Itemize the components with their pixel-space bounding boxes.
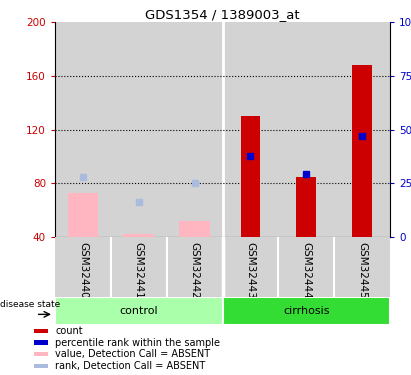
- Title: GDS1354 / 1389003_at: GDS1354 / 1389003_at: [145, 8, 300, 21]
- Bar: [111, 237, 167, 297]
- Bar: [34, 364, 48, 368]
- Text: disease state: disease state: [0, 300, 60, 309]
- Text: GSM32444: GSM32444: [301, 242, 311, 298]
- Bar: [55, 237, 111, 297]
- Bar: [278, 22, 334, 237]
- Text: control: control: [120, 306, 158, 316]
- Text: GSM32442: GSM32442: [189, 242, 200, 298]
- Bar: [55, 22, 111, 237]
- Bar: [167, 22, 222, 237]
- Text: cirrhosis: cirrhosis: [283, 306, 330, 316]
- Bar: [34, 340, 48, 345]
- Bar: [34, 352, 48, 356]
- Bar: [55, 297, 222, 325]
- Bar: [167, 237, 222, 297]
- Bar: [222, 297, 390, 325]
- Bar: [278, 237, 334, 297]
- Text: rank, Detection Call = ABSENT: rank, Detection Call = ABSENT: [55, 361, 206, 371]
- Bar: [334, 22, 390, 237]
- Bar: [179, 221, 210, 237]
- Text: GSM32445: GSM32445: [357, 242, 367, 298]
- Bar: [352, 65, 372, 237]
- Bar: [241, 116, 260, 237]
- Text: GSM32441: GSM32441: [134, 242, 144, 298]
- Bar: [334, 237, 390, 297]
- Text: GSM32443: GSM32443: [245, 242, 255, 298]
- Bar: [67, 193, 98, 237]
- Bar: [296, 177, 316, 237]
- Bar: [222, 22, 278, 237]
- Bar: [111, 22, 167, 237]
- Bar: [123, 234, 154, 237]
- Bar: [222, 237, 278, 297]
- Text: count: count: [55, 326, 83, 336]
- Bar: [34, 329, 48, 333]
- Text: GSM32440: GSM32440: [78, 242, 88, 298]
- Text: value, Detection Call = ABSENT: value, Detection Call = ABSENT: [55, 349, 210, 359]
- Text: percentile rank within the sample: percentile rank within the sample: [55, 338, 220, 348]
